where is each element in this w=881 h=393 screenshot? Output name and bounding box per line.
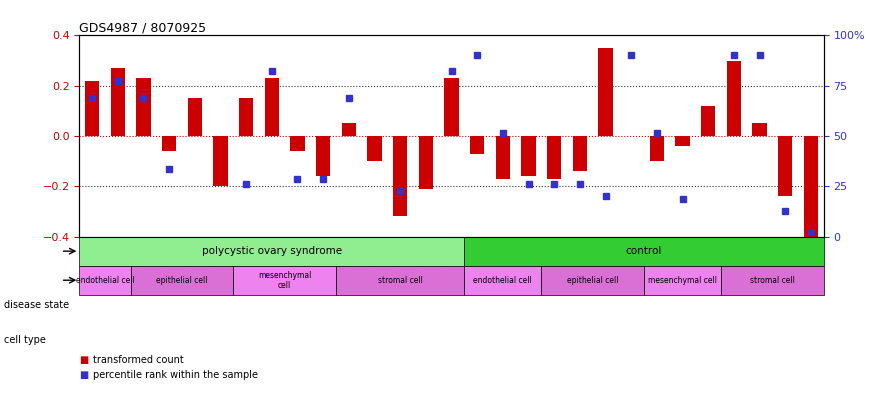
- Bar: [291, 136, 305, 151]
- Text: polycystic ovary syndrome: polycystic ovary syndrome: [202, 246, 342, 256]
- Text: ■: ■: [79, 354, 88, 365]
- Bar: [444, 78, 459, 136]
- Bar: [342, 123, 356, 136]
- Bar: [188, 98, 202, 136]
- Bar: [727, 61, 741, 136]
- Text: control: control: [626, 246, 663, 256]
- Bar: [316, 136, 330, 176]
- Bar: [336, 266, 464, 295]
- Text: disease state: disease state: [4, 299, 70, 310]
- Bar: [130, 266, 233, 295]
- Bar: [79, 266, 130, 295]
- Bar: [598, 48, 612, 136]
- Bar: [162, 136, 176, 151]
- Text: endothelial cell: endothelial cell: [473, 276, 532, 285]
- Text: stromal cell: stromal cell: [378, 276, 423, 285]
- Bar: [111, 68, 125, 136]
- Text: ■: ■: [79, 370, 88, 380]
- Text: cell type: cell type: [4, 335, 47, 345]
- Bar: [464, 237, 824, 266]
- Bar: [418, 136, 433, 189]
- Text: epithelial cell: epithelial cell: [567, 276, 618, 285]
- Bar: [573, 136, 587, 171]
- Bar: [265, 78, 279, 136]
- Bar: [85, 81, 100, 136]
- Bar: [541, 266, 644, 295]
- Bar: [470, 136, 485, 154]
- Bar: [464, 266, 541, 295]
- Bar: [367, 136, 381, 161]
- Bar: [522, 136, 536, 176]
- Bar: [676, 136, 690, 146]
- Bar: [233, 266, 336, 295]
- Bar: [644, 266, 721, 295]
- Text: endothelial cell: endothelial cell: [76, 276, 134, 285]
- Bar: [496, 136, 510, 179]
- Bar: [701, 106, 715, 136]
- Text: GDS4987 / 8070925: GDS4987 / 8070925: [79, 21, 206, 34]
- Bar: [213, 136, 227, 186]
- Text: percentile rank within the sample: percentile rank within the sample: [93, 370, 257, 380]
- Bar: [752, 123, 766, 136]
- Bar: [79, 237, 464, 266]
- Bar: [721, 266, 824, 295]
- Text: transformed count: transformed count: [93, 354, 183, 365]
- Bar: [650, 136, 664, 161]
- Bar: [393, 136, 407, 217]
- Text: mesenchymal cell: mesenchymal cell: [648, 276, 717, 285]
- Bar: [547, 136, 561, 179]
- Text: mesenchymal
cell: mesenchymal cell: [258, 270, 311, 290]
- Bar: [803, 136, 818, 237]
- Text: stromal cell: stromal cell: [750, 276, 795, 285]
- Bar: [239, 98, 253, 136]
- Bar: [778, 136, 792, 196]
- Text: epithelial cell: epithelial cell: [156, 276, 208, 285]
- Bar: [137, 78, 151, 136]
